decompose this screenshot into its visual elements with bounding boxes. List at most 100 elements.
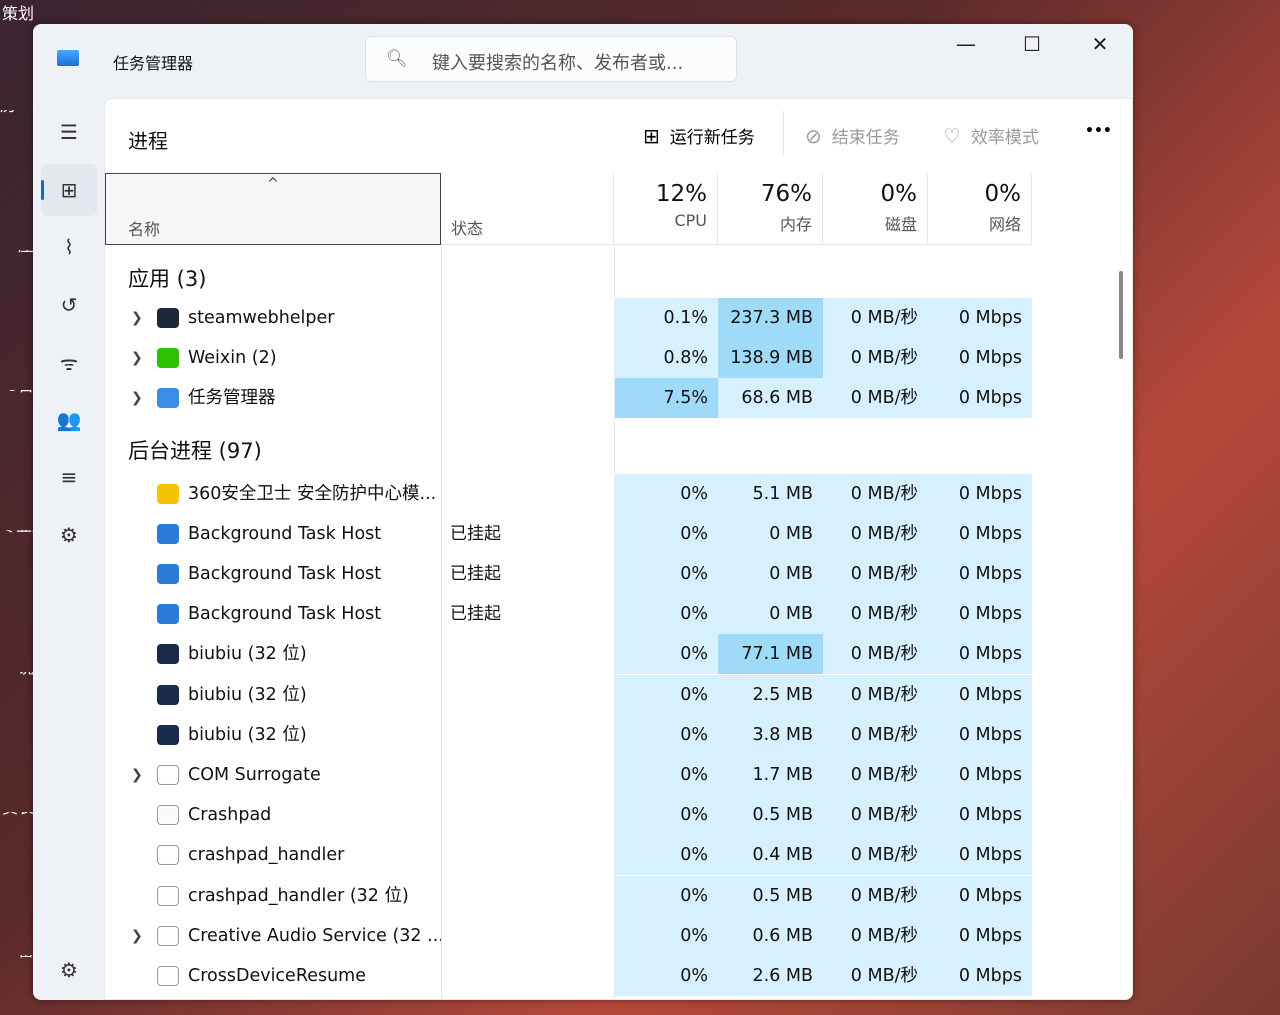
process-row[interactable]: 360安全卫士 安全防护中心模... 0% 5.1 MB 0 MB/秒 0 Mbps (105, 473, 1032, 514)
process-row[interactable]: crashpad_handler 0% 0.4 MB 0 MB/秒 0 Mbps (105, 835, 1032, 876)
sidebar-item-details[interactable]: ≡ (41, 451, 97, 503)
chevron-right-icon[interactable]: ❯ (131, 350, 143, 367)
net-value: 0 Mbps (928, 594, 1032, 635)
desktop-shortcut[interactable]: 9日 (0, 390, 34, 396)
services-icon: ⚙ (60, 522, 78, 547)
processes-panel: 进程 ⊞ 运行新任务 ⊘ 结束任务 ♡ 效率模式 ••• ^ 名称 状态 12% CPU… (104, 98, 1133, 1000)
task-manager-logo-icon (57, 50, 79, 66)
process-row[interactable]: ❯ COM Surrogate 0% 1.7 MB 0 MB/秒 0 Mbps (105, 755, 1032, 795)
process-row[interactable]: Crashpad 0% 0.5 MB 0 MB/秒 0 Mbps (105, 795, 1032, 836)
bth-app-icon (157, 523, 179, 544)
disk-value: 0 MB/秒 (823, 513, 928, 554)
column-name-label: 名称 (128, 220, 161, 239)
process-row[interactable]: biubiu (32 位) 0% 77.1 MB 0 MB/秒 0 Mbps (105, 634, 1032, 675)
efficiency-mode-button[interactable]: ♡ 效率模式 (943, 123, 1039, 149)
desktop-shortcut[interactable]: 说 (0, 672, 34, 678)
shortcut-label: 专业版 (0, 530, 34, 535)
process-row[interactable]: biubiu (32 位) 0% 3.8 MB 0 MB/秒 0 Mbps (105, 714, 1032, 755)
sidebar-item-app-history[interactable]: ↺ (41, 279, 97, 331)
settings-icon[interactable]: ⚙ (60, 958, 78, 982)
disk-value: 0 MB/秒 (823, 755, 928, 795)
process-row[interactable]: Background Task Host 已挂起 0% 0 MB 0 MB/秒 0 Mbp… (105, 513, 1032, 554)
process-row[interactable]: CrossDeviceResume 0% 2.6 MB 0 MB/秒 0 Mbps (105, 956, 1032, 996)
process-name: Crashpad (188, 805, 272, 826)
bth-app-icon (157, 564, 179, 584)
process-status: 已挂起 (450, 604, 501, 625)
process-name: biubiu (32 位) (188, 684, 307, 705)
run-new-task-button[interactable]: ⊞ 运行新任务 (643, 123, 755, 149)
sidebar-item-services[interactable]: ⚙ (41, 509, 97, 561)
disk-value: 0 MB/秒 (823, 378, 928, 419)
disk-value: 0 MB/秒 (823, 594, 928, 635)
cpu-value: 0% (614, 714, 718, 755)
column-header-memory[interactable]: 76% 内存 (718, 173, 823, 245)
desktop-shortcut[interactable]: 压 (0, 250, 34, 256)
cpu-total: 12% (655, 181, 707, 207)
biubiu-app-icon (157, 724, 179, 745)
mem-value: 237.3 MB (718, 298, 823, 338)
desktop-shortcut[interactable]: 雷 (0, 955, 34, 961)
disk-total: 0% (880, 181, 918, 207)
sidebar-item-startup[interactable]: ᯤ (41, 336, 97, 388)
net-value: 0 Mbps (928, 473, 1032, 514)
network-total: 0% (984, 181, 1022, 207)
disk-value: 0 MB/秒 (823, 473, 928, 514)
menu-icon: ☰ (60, 120, 78, 144)
column-header-name[interactable]: ^ 名称 (105, 173, 441, 245)
process-row[interactable]: ❯ Weixin (2) 0.8% 138.9 MB 0 MB/秒 0 Mbps (105, 338, 1032, 379)
process-row[interactable]: Background Task Host 已挂起 0% 0 MB 0 MB/秒 0 Mbp… (105, 594, 1032, 635)
column-header-status[interactable]: 状态 (441, 173, 614, 245)
column-header-network[interactable]: 0% 网络 (928, 173, 1032, 245)
cpu-value: 0% (614, 795, 718, 836)
column-status-label: 状态 (451, 219, 484, 238)
more-options-button[interactable]: ••• (1085, 123, 1112, 139)
vertical-scrollbar[interactable] (1119, 271, 1123, 359)
process-row[interactable]: ❯ 任务管理器 7.5% 68.6 MB 0 MB/秒 0 Mbps (105, 378, 1032, 419)
process-name: biubiu (32 位) (188, 724, 307, 745)
desktop-shortcut[interactable]: 资表 (0, 812, 34, 818)
desktop-shortcut[interactable]: 策划 (0, 0, 34, 24)
minimize-button[interactable]: — (956, 32, 976, 56)
process-row[interactable]: biubiu (32 位) 0% 2.5 MB 0 MB/秒 0 Mbps (105, 674, 1032, 715)
chevron-right-icon[interactable]: ❯ (131, 927, 143, 944)
net-value: 0 Mbps (928, 714, 1032, 755)
column-header-cpu[interactable]: 12% CPU (614, 173, 718, 245)
desktop-shortcut[interactable]: 专业版 (0, 530, 34, 536)
mem-value: 0.6 MB (718, 915, 823, 956)
search-input[interactable]: 🔍︎ 键入要搜索的名称、发布者或... (365, 36, 737, 82)
process-name: COM Surrogate (188, 765, 321, 785)
shortcut-label: 资表 (2, 812, 34, 817)
chevron-right-icon[interactable]: ❯ (131, 310, 143, 326)
mem-value: 0 MB (718, 513, 823, 554)
column-header-disk[interactable]: 0% 磁盘 (823, 173, 928, 245)
processes-icon: ⊞ (60, 177, 78, 202)
chevron-right-icon[interactable]: ❯ (131, 390, 143, 407)
process-row[interactable]: Background Task Host 已挂起 0% 0 MB 0 MB/秒 0 Mbp… (105, 554, 1032, 594)
net-value: 0 Mbps (928, 378, 1032, 419)
net-value: 0 Mbps (928, 513, 1032, 554)
process-row[interactable]: ❯ steamwebhelper 0.1% 237.3 MB 0 MB/秒 0 Mbps (105, 298, 1032, 338)
disk-value: 0 MB/秒 (823, 338, 928, 379)
run-task-icon: ⊞ (643, 123, 660, 148)
run-new-task-label: 运行新任务 (669, 128, 755, 148)
mem-value: 138.9 MB (718, 338, 823, 379)
sidebar-item-menu[interactable]: ☰ (41, 106, 97, 158)
disk-value: 0 MB/秒 (823, 915, 928, 956)
mem-value: 77.1 MB (718, 634, 823, 675)
mem-value: 3.8 MB (718, 714, 823, 755)
sidebar-item-users[interactable]: 👥 (41, 394, 97, 446)
maximize-button[interactable]: ☐ (1023, 32, 1041, 56)
taskmgr-app-icon (157, 388, 179, 409)
desktop-shortcut[interactable]: 历一策划 (0, 110, 34, 116)
shortcut-label: 策划 (1, 4, 34, 23)
sidebar-item-performance[interactable]: ⌇ (41, 221, 97, 273)
sidebar-item-processes[interactable]: ⊞ (41, 163, 97, 216)
close-button[interactable]: ✕ (1091, 32, 1109, 56)
end-task-button[interactable]: ⊘ 结束任务 (805, 123, 900, 149)
process-row[interactable]: crashpad_handler (32 位) 0% 0.5 MB 0 MB/秒 0 M… (105, 875, 1032, 916)
process-row[interactable]: ❯ Creative Audio Service (32 ... 0% 0.6 MB 0… (105, 915, 1032, 956)
process-name: Creative Audio Service (32 ... (188, 925, 444, 946)
net-value: 0 Mbps (928, 554, 1032, 594)
wechat-app-icon (157, 348, 179, 369)
chevron-right-icon[interactable]: ❯ (131, 767, 143, 783)
